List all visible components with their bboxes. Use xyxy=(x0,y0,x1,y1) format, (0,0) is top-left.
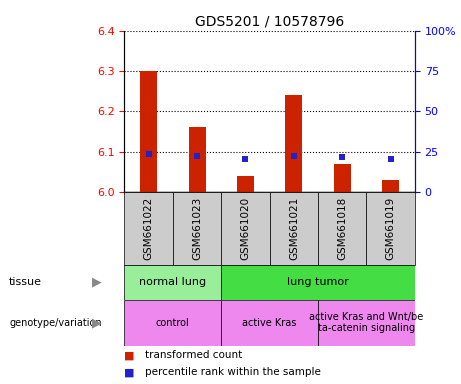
Text: lung tumor: lung tumor xyxy=(287,277,349,287)
Text: tissue: tissue xyxy=(9,277,42,287)
Bar xyxy=(237,176,254,192)
Text: normal lung: normal lung xyxy=(139,277,207,287)
Bar xyxy=(334,164,351,192)
Text: genotype/variation: genotype/variation xyxy=(9,318,102,328)
Text: control: control xyxy=(156,318,190,328)
Bar xyxy=(124,192,173,265)
Bar xyxy=(382,180,399,192)
Text: GSM661021: GSM661021 xyxy=(289,197,299,260)
Bar xyxy=(140,71,157,192)
Text: GSM661023: GSM661023 xyxy=(192,197,202,260)
Text: GSM661019: GSM661019 xyxy=(386,197,396,260)
Text: transformed count: transformed count xyxy=(145,350,242,360)
Text: ■: ■ xyxy=(124,367,135,377)
Text: ■: ■ xyxy=(124,350,135,360)
Bar xyxy=(189,127,206,192)
Text: ▶: ▶ xyxy=(92,276,101,289)
Text: active Kras: active Kras xyxy=(242,318,297,328)
Bar xyxy=(221,265,415,300)
Bar xyxy=(124,300,221,346)
Text: active Kras and Wnt/be
ta-catenin signaling: active Kras and Wnt/be ta-catenin signal… xyxy=(309,312,424,333)
Text: GSM661020: GSM661020 xyxy=(241,197,250,260)
Bar xyxy=(318,300,415,346)
Bar xyxy=(173,192,221,265)
Bar xyxy=(270,192,318,265)
Bar xyxy=(285,95,302,192)
Bar xyxy=(318,192,366,265)
Text: GSM661018: GSM661018 xyxy=(337,197,347,260)
Text: ▶: ▶ xyxy=(92,316,101,329)
Title: GDS5201 / 10578796: GDS5201 / 10578796 xyxy=(195,14,344,28)
Bar xyxy=(221,192,270,265)
Bar xyxy=(124,265,221,300)
Bar xyxy=(221,300,318,346)
Bar xyxy=(366,192,415,265)
Text: GSM661022: GSM661022 xyxy=(144,197,154,260)
Text: percentile rank within the sample: percentile rank within the sample xyxy=(145,367,321,377)
